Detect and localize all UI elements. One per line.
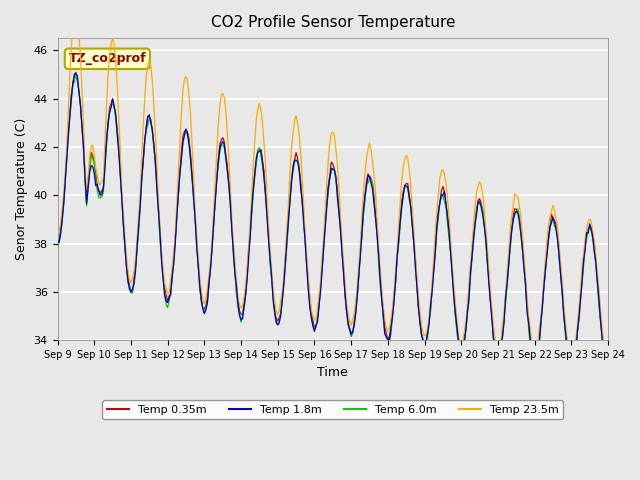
Title: CO2 Profile Sensor Temperature: CO2 Profile Sensor Temperature (211, 15, 455, 30)
Temp 6.0m (538, 305, 546, 311)
Temp 23.5m (538, 298, 546, 303)
Temp 0.35m (399, 189, 407, 195)
Temp 6.0m (157, 255, 165, 261)
Temp 6.0m (54, 245, 61, 251)
Text: TZ_co2prof: TZ_co2prof (68, 52, 146, 65)
Temp 0.35m (54, 238, 61, 243)
Line: Temp 23.5m: Temp 23.5m (58, 10, 608, 365)
Temp 23.5m (399, 165, 407, 171)
Temp 6.0m (604, 372, 612, 378)
Temp 1.8m (387, 325, 395, 331)
Temp 6.0m (369, 182, 376, 188)
Legend: Temp 0.35m, Temp 1.8m, Temp 6.0m, Temp 23.5m: Temp 0.35m, Temp 1.8m, Temp 6.0m, Temp 2… (102, 400, 563, 420)
Temp 6.0m (69, 82, 77, 88)
X-axis label: Time: Time (317, 366, 348, 379)
Temp 23.5m (604, 362, 612, 368)
Temp 1.8m (369, 187, 376, 192)
Temp 1.8m (157, 258, 165, 264)
Temp 0.35m (72, 70, 80, 75)
Temp 0.35m (604, 367, 612, 372)
Temp 1.8m (604, 373, 612, 379)
Temp 1.8m (538, 304, 546, 310)
Temp 0.35m (538, 304, 546, 310)
Temp 23.5m (54, 228, 61, 234)
Temp 0.35m (387, 326, 395, 332)
Line: Temp 1.8m: Temp 1.8m (58, 73, 608, 376)
Temp 0.35m (369, 181, 376, 187)
Temp 23.5m (69, 24, 77, 29)
Temp 23.5m (387, 316, 395, 322)
Temp 6.0m (399, 193, 407, 199)
Temp 0.35m (69, 81, 77, 86)
Temp 23.5m (72, 7, 80, 12)
Temp 6.0m (387, 332, 395, 337)
Y-axis label: Senor Temperature (C): Senor Temperature (C) (15, 118, 28, 260)
Temp 1.8m (399, 193, 407, 199)
Temp 1.8m (69, 81, 77, 87)
Temp 1.8m (54, 238, 61, 244)
Line: Temp 0.35m: Temp 0.35m (58, 72, 608, 370)
Temp 23.5m (157, 248, 165, 254)
Temp 0.35m (157, 252, 165, 257)
Temp 6.0m (72, 71, 80, 77)
Line: Temp 6.0m: Temp 6.0m (58, 74, 608, 375)
Temp 1.8m (72, 71, 80, 76)
Temp 23.5m (369, 159, 376, 165)
